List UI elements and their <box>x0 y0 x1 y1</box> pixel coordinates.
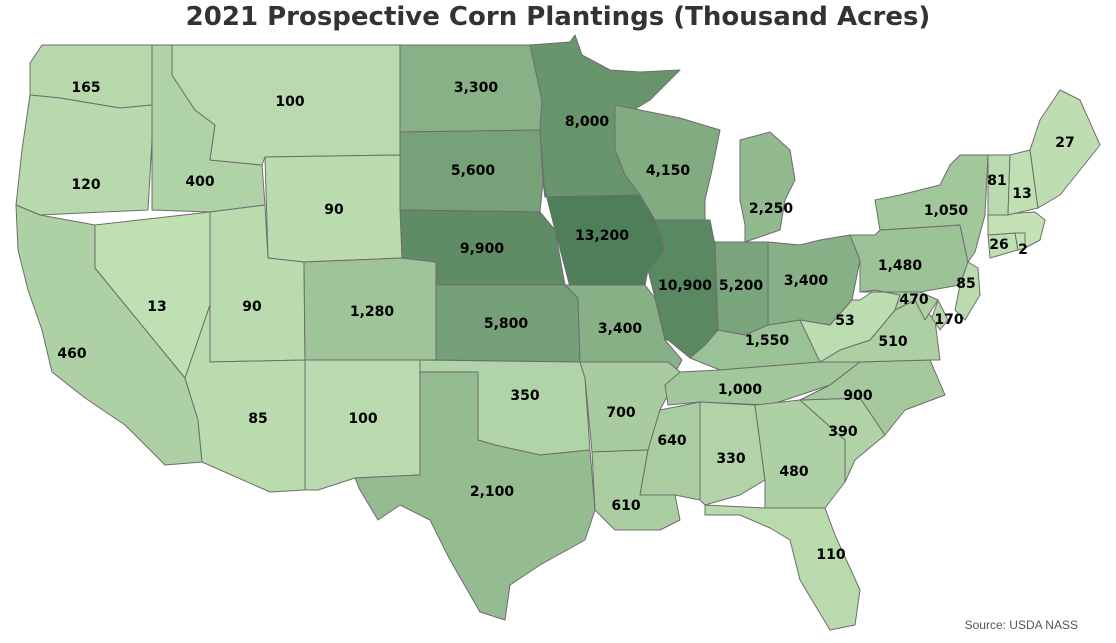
state-label-co: 1,280 <box>350 304 395 320</box>
state-label-mo: 3,400 <box>598 321 643 337</box>
state-md[interactable] <box>859 289 939 321</box>
state-label-ms: 640 <box>657 433 686 449</box>
state-ma[interactable] <box>987 211 1046 249</box>
state-label-tx: 2,100 <box>470 484 515 500</box>
state-shapes <box>15 34 1101 631</box>
state-label-fl: 110 <box>816 547 845 563</box>
map-title: 2021 Prospective Corn Plantings (Thousan… <box>185 2 931 32</box>
state-label-il: 10,900 <box>658 278 712 294</box>
state-label-az: 85 <box>248 411 267 427</box>
state-label-sd: 5,600 <box>451 163 496 179</box>
state-label-or: 120 <box>71 177 100 193</box>
state-nj[interactable] <box>954 261 981 321</box>
state-label-mt: 100 <box>275 94 304 110</box>
state-label-wv: 53 <box>835 313 854 329</box>
state-label-ks: 5,800 <box>484 316 529 332</box>
state-label-ia: 13,200 <box>575 228 629 244</box>
state-label-ct: 26 <box>989 237 1008 253</box>
state-il[interactable] <box>647 219 719 359</box>
state-label-wi: 4,150 <box>646 163 691 179</box>
state-label-ny: 1,050 <box>924 203 969 219</box>
state-label-nc: 900 <box>843 388 872 404</box>
state-label-nd: 3,300 <box>454 80 499 96</box>
state-label-va: 510 <box>878 334 907 350</box>
state-labels: 165 120 460 400 13 100 90 90 85 1,280 100 3,300 5,60… <box>57 80 1074 563</box>
state-label-nv: 13 <box>147 299 166 315</box>
state-label-me: 27 <box>1055 135 1074 151</box>
state-label-id: 400 <box>185 174 214 190</box>
state-label-la: 610 <box>611 498 640 514</box>
state-label-al: 330 <box>716 451 745 467</box>
state-sd[interactable] <box>399 129 544 213</box>
state-label-ky: 1,550 <box>745 333 790 349</box>
state-de[interactable] <box>931 299 949 331</box>
state-fl[interactable] <box>704 504 861 631</box>
state-mi[interactable] <box>739 131 796 243</box>
state-me[interactable] <box>1029 89 1101 209</box>
state-label-pa: 1,480 <box>878 258 923 274</box>
state-label-ri: 2 <box>1018 242 1028 258</box>
state-label-nj: 85 <box>956 276 975 292</box>
state-label-ca: 460 <box>57 346 86 362</box>
state-ny[interactable] <box>874 154 989 263</box>
state-label-mn: 8,000 <box>565 114 610 130</box>
state-label-ar: 700 <box>606 405 635 421</box>
state-label-wa: 165 <box>71 80 100 96</box>
state-label-ne: 9,900 <box>460 241 505 257</box>
state-wi[interactable] <box>614 104 721 221</box>
state-label-oh: 3,400 <box>784 273 829 289</box>
state-label-sc: 390 <box>828 424 857 440</box>
state-label-ok: 350 <box>510 388 539 404</box>
state-label-mi: 2,250 <box>749 201 794 217</box>
source-note: Source: USDA NASS <box>964 618 1078 632</box>
state-label-md: 470 <box>899 292 928 308</box>
state-oh[interactable] <box>767 234 861 326</box>
state-label-vt: 81 <box>987 173 1006 189</box>
state-label-tn: 1,000 <box>718 382 763 398</box>
state-label-de: 170 <box>934 312 963 328</box>
state-label-nh: 13 <box>1012 186 1031 202</box>
state-tx[interactable] <box>354 371 596 621</box>
state-label-ga: 480 <box>779 464 808 480</box>
state-or[interactable] <box>15 94 153 216</box>
state-label-wy: 90 <box>324 202 344 218</box>
state-label-ut: 90 <box>242 299 262 315</box>
state-label-nm: 100 <box>348 411 377 427</box>
state-label-in: 5,200 <box>719 278 764 294</box>
